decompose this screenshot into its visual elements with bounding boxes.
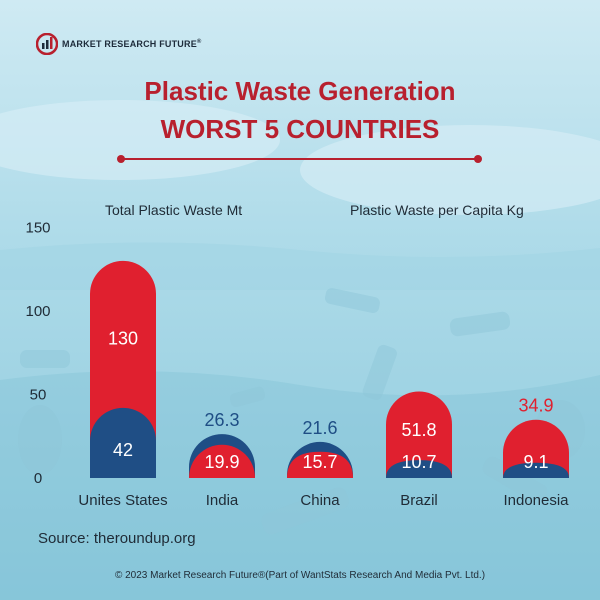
- per-capita-bar: [386, 391, 452, 478]
- title-divider: [117, 155, 482, 163]
- logo-icon: [35, 32, 59, 56]
- source-note: Source: theroundup.org: [38, 530, 196, 547]
- legend-total-waste: Total Plastic Waste Mt: [105, 202, 243, 218]
- category-label: Indonesia: [503, 492, 569, 509]
- y-tick-label: 150: [25, 220, 50, 237]
- title-line-2: WORST 5 COUNTRIES: [160, 114, 440, 144]
- bar-value-label: 19.9: [204, 452, 239, 472]
- bar-value-label: 15.7: [302, 452, 337, 472]
- bar-value-label: 10.7: [401, 452, 436, 472]
- bar-value-label: 42: [113, 440, 133, 460]
- copyright-footer: © 2023 Market Research Future®(Part of W…: [114, 570, 486, 581]
- y-tick-label: 50: [30, 387, 47, 404]
- category-label: Brazil: [400, 492, 438, 509]
- category-label: India: [206, 492, 239, 509]
- bar-value-label: 130: [108, 328, 138, 348]
- bar-value-label: 51.8: [401, 420, 436, 440]
- brand-logo: MARKET RESEARCH FUTURE®: [35, 32, 202, 56]
- y-tick-label: 100: [25, 303, 50, 320]
- per-capita-bar: [189, 444, 255, 478]
- brand-name: MARKET RESEARCH FUTURE®: [62, 39, 202, 49]
- total-waste-bar: [386, 460, 452, 478]
- bar-value-label: 34.9: [518, 396, 553, 416]
- total-waste-bar: [503, 462, 569, 478]
- y-tick-label: 0: [34, 470, 42, 487]
- bar-value-label: 21.6: [302, 418, 337, 438]
- title-line-1: Plastic Waste Generation: [144, 76, 456, 106]
- category-label: China: [300, 492, 340, 509]
- bar-value-label: 9.1: [523, 452, 548, 472]
- total-waste-bar: [90, 407, 156, 478]
- bar-value-label: 26.3: [204, 410, 239, 430]
- legend-per-capita: Plastic Waste per Capita Kg: [350, 202, 524, 218]
- per-capita-bar: [287, 451, 353, 478]
- per-capita-bar: [503, 419, 569, 478]
- category-label: Unites States: [78, 492, 167, 509]
